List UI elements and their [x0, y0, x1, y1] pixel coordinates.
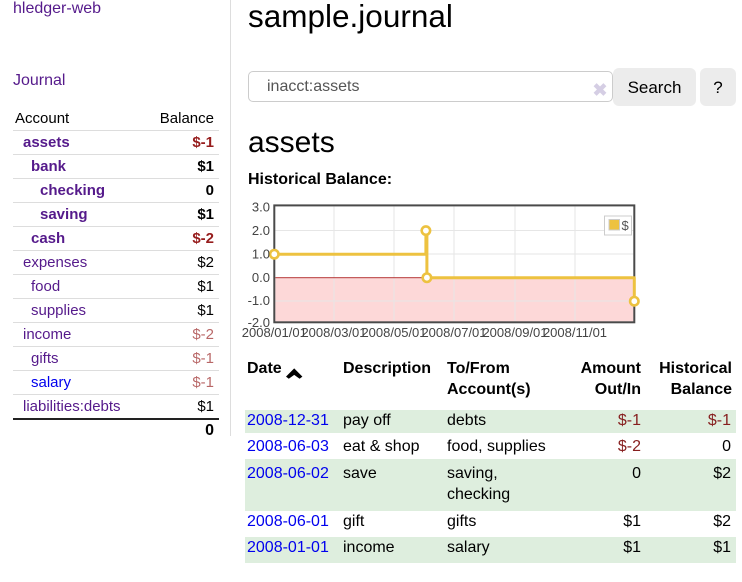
svg-text:2008/03/01: 2008/03/01: [301, 325, 366, 340]
svg-text:0.0: 0.0: [252, 270, 270, 285]
svg-text:3.0: 3.0: [252, 200, 270, 215]
svg-text:1.0: 1.0: [252, 246, 270, 261]
svg-text:$: $: [622, 218, 630, 233]
svg-text:2008/07/01: 2008/07/01: [421, 325, 486, 340]
svg-text:-2.0: -2.0: [248, 315, 270, 330]
svg-text:-1.0: -1.0: [248, 293, 270, 308]
svg-text:2.0: 2.0: [252, 223, 270, 238]
svg-text:2008/05/01: 2008/05/01: [361, 325, 426, 340]
svg-text:2008/01/01: 2008/01/01: [242, 325, 307, 340]
svg-text:2008/09/01: 2008/09/01: [482, 325, 547, 340]
svg-text:2008/11/01: 2008/11/01: [543, 325, 607, 340]
